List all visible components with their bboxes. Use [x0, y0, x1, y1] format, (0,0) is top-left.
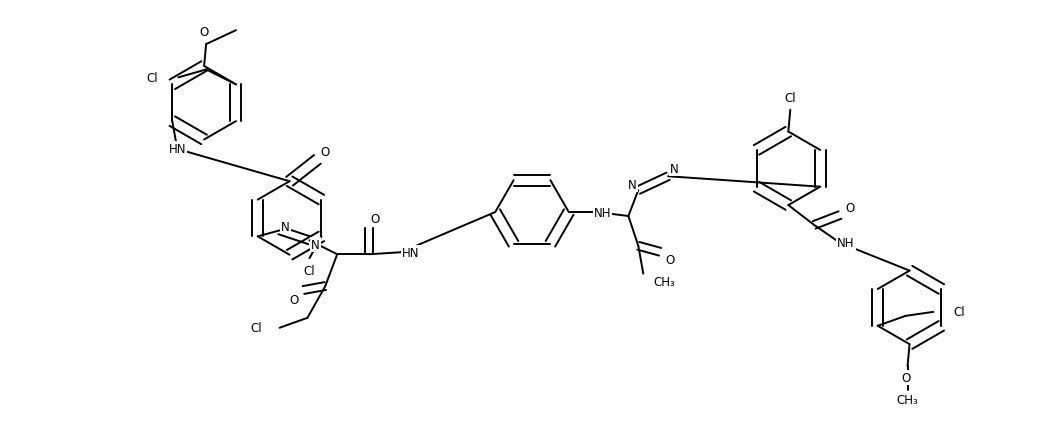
Text: O: O — [901, 372, 910, 384]
Text: HN: HN — [168, 143, 186, 156]
Text: Cl: Cl — [250, 322, 262, 335]
Text: Cl: Cl — [784, 92, 796, 105]
Text: N: N — [628, 178, 636, 191]
Text: O: O — [370, 212, 380, 225]
Text: CH₃: CH₃ — [897, 393, 918, 406]
Text: O: O — [289, 294, 298, 307]
Text: Cl: Cl — [147, 72, 159, 85]
Text: Cl: Cl — [953, 306, 965, 319]
Text: NH: NH — [594, 206, 612, 219]
Text: O: O — [200, 26, 209, 39]
Text: O: O — [845, 201, 854, 214]
Text: O: O — [320, 146, 330, 159]
Text: N: N — [311, 238, 320, 251]
Text: NH: NH — [837, 237, 854, 250]
Text: N: N — [281, 221, 289, 233]
Text: Cl: Cl — [303, 264, 315, 277]
Text: N: N — [669, 163, 679, 175]
Text: O: O — [665, 254, 675, 267]
Text: HN: HN — [402, 246, 419, 259]
Text: CH₃: CH₃ — [653, 276, 675, 289]
